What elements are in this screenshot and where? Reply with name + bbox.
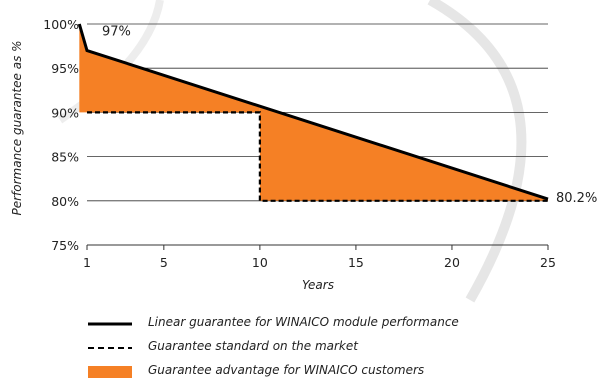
legend-label-fill: Guarantee advantage for WINAICO customer… bbox=[148, 363, 425, 377]
annotation-97: 97% bbox=[102, 25, 131, 40]
legend-label-solid: Linear guarantee for WINAICO module perf… bbox=[148, 315, 459, 329]
winaico-guarantee-line bbox=[77, 23, 549, 201]
y-tick-label: 85% bbox=[51, 150, 79, 165]
x-axis-title: Years bbox=[302, 278, 334, 292]
x-tick-label: 15 bbox=[348, 255, 364, 270]
x-tick-label: 20 bbox=[444, 255, 460, 270]
x-tick-label: 5 bbox=[160, 255, 168, 270]
fill-swatch bbox=[88, 366, 132, 378]
solid-line-swatch bbox=[88, 322, 132, 326]
x-tick-label: 25 bbox=[540, 255, 556, 270]
legend: Linear guarantee for WINAICO module perf… bbox=[88, 312, 588, 384]
y-tick-label: 95% bbox=[51, 61, 79, 76]
y-axis-title: Performance guarantee as % bbox=[10, 40, 24, 215]
x-tick-label: 10 bbox=[252, 255, 268, 270]
y-tick-label: 90% bbox=[51, 105, 79, 120]
series-lines bbox=[77, 23, 549, 202]
annotations: 97% 80.2% bbox=[102, 25, 597, 207]
legend-label-dashed: Guarantee standard on the market bbox=[148, 339, 358, 353]
watermark-arc bbox=[427, 0, 527, 303]
legend-item-fill: Guarantee advantage for WINAICO customer… bbox=[88, 360, 588, 384]
market-standard-line bbox=[87, 111, 548, 202]
x-tick-label: 1 bbox=[83, 255, 91, 270]
annotation-80-2: 80.2% bbox=[556, 191, 597, 206]
dashed-line-swatch bbox=[88, 347, 132, 349]
axes bbox=[86, 244, 549, 250]
advantage-area bbox=[79, 24, 260, 113]
legend-item-dashed: Guarantee standard on the market bbox=[88, 336, 588, 360]
y-tick-label: 100% bbox=[43, 17, 79, 32]
y-tick-label: 75% bbox=[51, 238, 79, 253]
y-tick-label: 80% bbox=[51, 194, 79, 209]
legend-item-solid: Linear guarantee for WINAICO module perf… bbox=[88, 312, 588, 336]
